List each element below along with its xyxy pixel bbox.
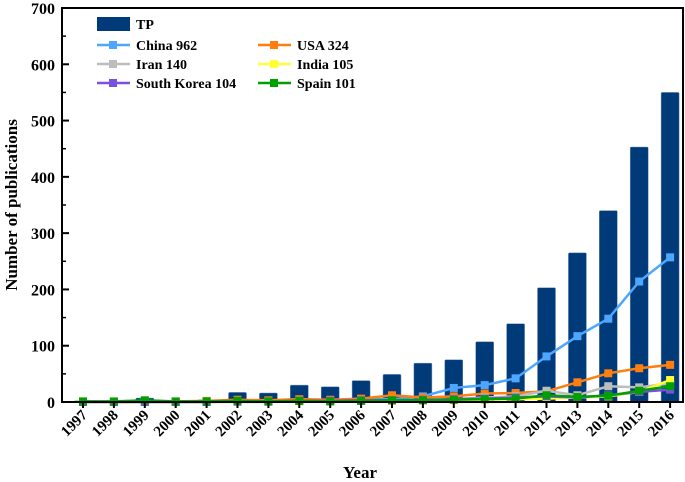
y-tick-label: 100 bbox=[31, 339, 55, 356]
point-china-2012 bbox=[542, 352, 551, 361]
legend-label-usa: USA 324 bbox=[297, 39, 349, 54]
legend-marker bbox=[109, 41, 117, 49]
legend-marker bbox=[270, 41, 278, 49]
point-spain-2004 bbox=[295, 396, 304, 405]
y-tick-label: 400 bbox=[31, 170, 55, 187]
legend-label-tp: TP bbox=[136, 18, 154, 33]
legend-label-india: India 105 bbox=[297, 58, 353, 73]
point-china-2013 bbox=[573, 332, 582, 341]
point-usa-2014 bbox=[604, 369, 613, 378]
bar-2015 bbox=[629, 146, 649, 403]
legend-label-iran: Iran 140 bbox=[136, 58, 187, 73]
legend-label-south-korea: South Korea 104 bbox=[136, 77, 236, 92]
point-spain-2015 bbox=[635, 386, 644, 395]
x-tick-label: 2013 bbox=[553, 408, 586, 441]
legend-marker bbox=[270, 60, 278, 68]
x-axis-label: Year bbox=[343, 463, 377, 482]
point-usa-2015 bbox=[635, 364, 644, 373]
point-china-2010 bbox=[480, 381, 489, 390]
point-usa-2016 bbox=[666, 360, 675, 369]
point-spain-2013 bbox=[573, 392, 582, 401]
x-tick-label: 2011 bbox=[491, 408, 523, 440]
point-spain-2008 bbox=[418, 396, 427, 405]
x-tick-label: 2008 bbox=[398, 408, 431, 441]
point-china-2009 bbox=[449, 383, 458, 392]
x-tick-label: 2003 bbox=[244, 408, 277, 441]
x-tick-label: 2001 bbox=[182, 408, 215, 441]
legend-marker bbox=[270, 79, 278, 87]
legend-marker bbox=[109, 60, 117, 68]
point-india-2016 bbox=[666, 376, 675, 385]
x-tick-label: 2010 bbox=[460, 408, 493, 441]
point-china-2015 bbox=[635, 277, 644, 286]
y-tick-label: 0 bbox=[47, 395, 55, 412]
bar-2012 bbox=[537, 287, 556, 403]
point-spain-2016 bbox=[666, 382, 675, 391]
x-tick-label: 2005 bbox=[306, 408, 339, 441]
y-tick-label: 300 bbox=[31, 226, 55, 243]
x-tick-label: 2000 bbox=[151, 408, 184, 441]
point-spain-2012 bbox=[542, 391, 551, 400]
x-tick-label: 2015 bbox=[615, 408, 648, 441]
x-tick-label: 2014 bbox=[584, 407, 617, 440]
x-tick-label: 2006 bbox=[336, 407, 369, 440]
x-tick-label: 2009 bbox=[429, 408, 462, 441]
bar-2016 bbox=[660, 92, 680, 403]
point-usa-2007 bbox=[388, 391, 396, 400]
x-tick-label: 1997 bbox=[58, 407, 91, 440]
legend-label-china: China 962 bbox=[136, 39, 197, 54]
y-axis-label: Number of publications bbox=[2, 119, 21, 291]
legend-marker bbox=[109, 79, 117, 87]
legend-label-spain: Spain 101 bbox=[297, 77, 356, 92]
x-tick-label: 2007 bbox=[367, 407, 400, 440]
legend-swatch-tp bbox=[97, 17, 130, 31]
y-tick-label: 200 bbox=[31, 282, 55, 299]
y-tick-label: 700 bbox=[31, 1, 55, 18]
point-usa-2013 bbox=[573, 378, 582, 387]
point-spain-2006 bbox=[357, 396, 366, 405]
point-spain-2002 bbox=[233, 396, 242, 405]
point-iran-2014 bbox=[604, 382, 613, 391]
point-iran-2012 bbox=[542, 386, 551, 395]
point-china-2016 bbox=[666, 253, 675, 262]
x-tick-label: 2002 bbox=[213, 408, 246, 441]
point-spain-1999 bbox=[140, 396, 149, 405]
point-china-2011 bbox=[511, 374, 520, 383]
x-tick-label: 2016 bbox=[645, 407, 678, 440]
y-tick-label: 500 bbox=[31, 114, 55, 131]
y-tick-label: 600 bbox=[31, 57, 55, 74]
x-tick-label: 1998 bbox=[89, 408, 122, 441]
point-spain-2011 bbox=[511, 394, 520, 403]
point-spain-2007 bbox=[388, 396, 396, 405]
point-spain-2014 bbox=[604, 391, 613, 400]
x-tick-label: 2012 bbox=[522, 408, 555, 441]
point-spain-2010 bbox=[480, 395, 489, 404]
point-china-2014 bbox=[604, 314, 613, 323]
x-tick-label: 1999 bbox=[120, 408, 153, 441]
point-spain-2009 bbox=[449, 395, 458, 404]
x-tick-label: 2004 bbox=[275, 407, 308, 440]
